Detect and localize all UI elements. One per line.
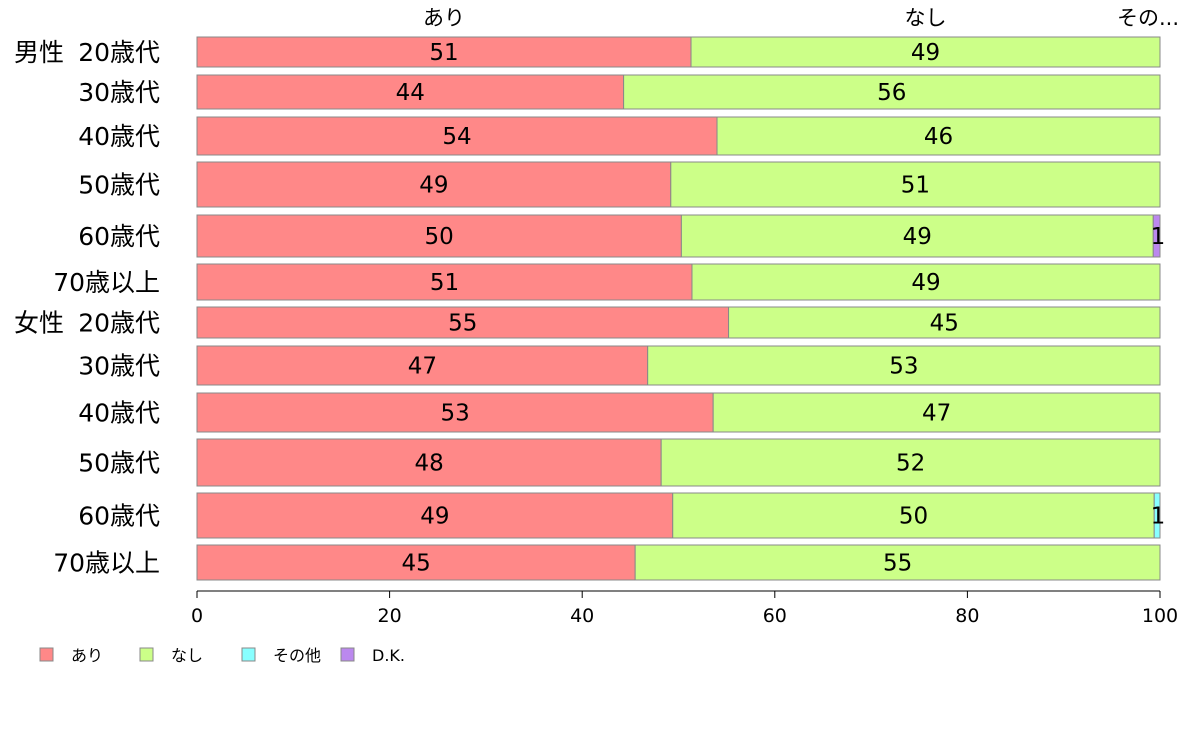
bar-segment xyxy=(691,263,1161,301)
bar-segment xyxy=(672,492,1155,539)
group-label: 女性 xyxy=(14,309,64,338)
group-label: 男性 xyxy=(14,38,64,67)
row-label: 40歳代 xyxy=(78,122,160,151)
bar-segment xyxy=(196,438,662,487)
x-tick-label: 40 xyxy=(570,605,594,627)
data-label: 45 xyxy=(930,311,959,337)
bar-segment xyxy=(728,306,1161,339)
bar-segment xyxy=(196,161,672,208)
data-label: 1 xyxy=(1151,224,1166,250)
bar-segment xyxy=(196,74,625,110)
row-label: 60歳代 xyxy=(78,222,160,251)
data-label: 45 xyxy=(401,551,430,577)
row-label: 50歳代 xyxy=(78,449,160,478)
bar-segment xyxy=(196,263,693,301)
data-label: 50 xyxy=(425,224,454,250)
legend-label: あり xyxy=(71,646,103,665)
row-label: 60歳代 xyxy=(78,502,160,531)
top-category-label: あり xyxy=(423,6,465,30)
legend-swatch xyxy=(139,647,154,662)
data-label: 50 xyxy=(899,504,928,530)
row-label: 40歳代 xyxy=(78,399,160,428)
x-tick-label: 100 xyxy=(1142,605,1178,627)
bar-segment xyxy=(680,214,1154,258)
row-label: 70歳以上 xyxy=(53,268,160,297)
legend-label: その他 xyxy=(273,646,321,665)
row-label: 50歳代 xyxy=(78,171,160,200)
x-tick-label: 60 xyxy=(763,605,787,627)
data-label: 49 xyxy=(419,173,448,199)
bar-segment xyxy=(196,544,636,581)
legend-swatch xyxy=(39,647,54,662)
data-label: 53 xyxy=(889,354,918,380)
legend-label: D.K. xyxy=(372,646,405,665)
bar-segment xyxy=(196,214,682,258)
bar-segment xyxy=(196,345,649,386)
data-label: 49 xyxy=(420,504,449,530)
data-label: 51 xyxy=(430,270,459,296)
bar-segment xyxy=(690,36,1161,68)
row-label: 20歳代 xyxy=(78,309,160,338)
row-label: 20歳代 xyxy=(78,38,160,67)
bar-segment xyxy=(634,544,1161,581)
data-label: 52 xyxy=(896,451,925,477)
data-label: 49 xyxy=(911,40,940,66)
data-label: 55 xyxy=(883,551,912,577)
bar-segment xyxy=(1153,492,1161,539)
bar-segment xyxy=(660,438,1161,487)
data-label: 47 xyxy=(922,401,951,427)
data-label: 47 xyxy=(408,354,437,380)
data-label: 51 xyxy=(429,40,458,66)
bar-segment xyxy=(196,116,718,156)
bar-segment xyxy=(623,74,1161,110)
row-label: 30歳代 xyxy=(78,352,160,381)
legend-swatch xyxy=(241,647,256,662)
data-label: 54 xyxy=(442,124,471,150)
data-label: 49 xyxy=(911,270,940,296)
legend-swatch xyxy=(340,647,355,662)
bar-segment xyxy=(1152,214,1161,258)
x-tick-label: 0 xyxy=(191,605,203,627)
bar-segment xyxy=(196,36,692,68)
bar-segment xyxy=(716,116,1161,156)
data-label: 48 xyxy=(414,451,443,477)
bar-segment xyxy=(670,161,1161,208)
legend-label: なし xyxy=(171,646,203,665)
data-label: 51 xyxy=(901,173,930,199)
x-tick-label: 20 xyxy=(378,605,402,627)
data-label: 49 xyxy=(903,224,932,250)
data-label: 1 xyxy=(1151,504,1166,530)
data-label: 56 xyxy=(877,80,906,106)
x-tick-label: 80 xyxy=(955,605,979,627)
data-label: 44 xyxy=(396,80,425,106)
bar-segment xyxy=(647,345,1161,386)
row-label: 70歳以上 xyxy=(53,549,160,578)
top-category-label: なし xyxy=(905,6,947,30)
data-label: 53 xyxy=(440,401,469,427)
data-label: 46 xyxy=(924,124,953,150)
data-label: 55 xyxy=(448,311,477,337)
top-category-label: その... xyxy=(1117,6,1179,30)
bar-segment xyxy=(712,392,1161,433)
bar-segment xyxy=(196,306,730,339)
row-label: 30歳代 xyxy=(78,78,160,107)
